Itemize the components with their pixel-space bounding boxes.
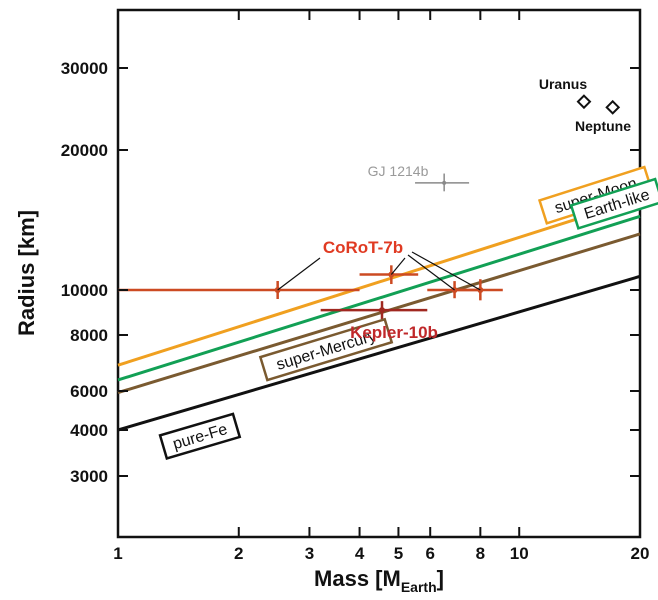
gj-1214b-label: GJ 1214b	[368, 163, 429, 179]
y-axis-title: Radius [km]	[14, 210, 39, 336]
x-tick-label-8: 8	[476, 544, 485, 563]
uranus-label: Uranus	[539, 76, 587, 92]
model-line-earth-like	[117, 214, 641, 382]
corot-7b-label: CoRoT-7b	[323, 238, 403, 257]
y-tick-label-6000: 6000	[70, 382, 108, 401]
x-tick-label-1: 1	[113, 544, 122, 563]
x-axis-title-subscript: Earth	[401, 579, 437, 595]
model-label-box-super-mercury	[258, 317, 394, 382]
y-tick-label-30000: 30000	[61, 59, 108, 78]
x-axis-title-end: ]	[437, 566, 444, 591]
model-line-pure-fe	[117, 274, 641, 432]
model-line-super-mercury	[117, 232, 641, 395]
plot-frame	[116, 8, 642, 539]
x-tick-label-20: 20	[631, 544, 650, 563]
corot-7b-leader-line-4	[411, 251, 481, 291]
kepler-10b-label: Kepler-10b	[350, 323, 438, 342]
x-tick-label-5: 5	[394, 544, 403, 563]
model-label-box-pure-fe	[158, 412, 242, 460]
corot-7b-leader-line-2	[390, 257, 406, 275]
kepler-10b-point-1	[379, 307, 386, 314]
x-tick-label-4: 4	[355, 544, 365, 563]
neptune-label: Neptune	[575, 118, 631, 134]
x-tick-label-10: 10	[510, 544, 529, 563]
x-tick-label-6: 6	[425, 544, 434, 563]
model-line-super-moon	[117, 197, 641, 367]
x-tick-label-3: 3	[305, 544, 314, 563]
neptune-marker	[605, 99, 621, 115]
uranus-marker	[576, 94, 592, 110]
gj-1214b-point-1	[442, 180, 447, 185]
x-tick-label-2: 2	[234, 544, 243, 563]
x-axis-title-main: Mass [M	[314, 566, 401, 591]
model-label-pure-fe: pure-Fe	[158, 412, 242, 460]
corot-7b-leader-line-3	[407, 254, 455, 291]
y-tick-label-10000: 10000	[61, 281, 108, 300]
model-label-box-earth-like	[569, 177, 658, 230]
y-tick-label-3000: 3000	[70, 467, 108, 486]
x-axis-title: Mass [MEarth]	[314, 566, 444, 595]
y-tick-label-20000: 20000	[61, 141, 108, 160]
y-tick-label-8000: 8000	[70, 326, 108, 345]
corot-7b-leader-line-1	[277, 257, 321, 291]
y-tick-label-4000: 4000	[70, 421, 108, 440]
